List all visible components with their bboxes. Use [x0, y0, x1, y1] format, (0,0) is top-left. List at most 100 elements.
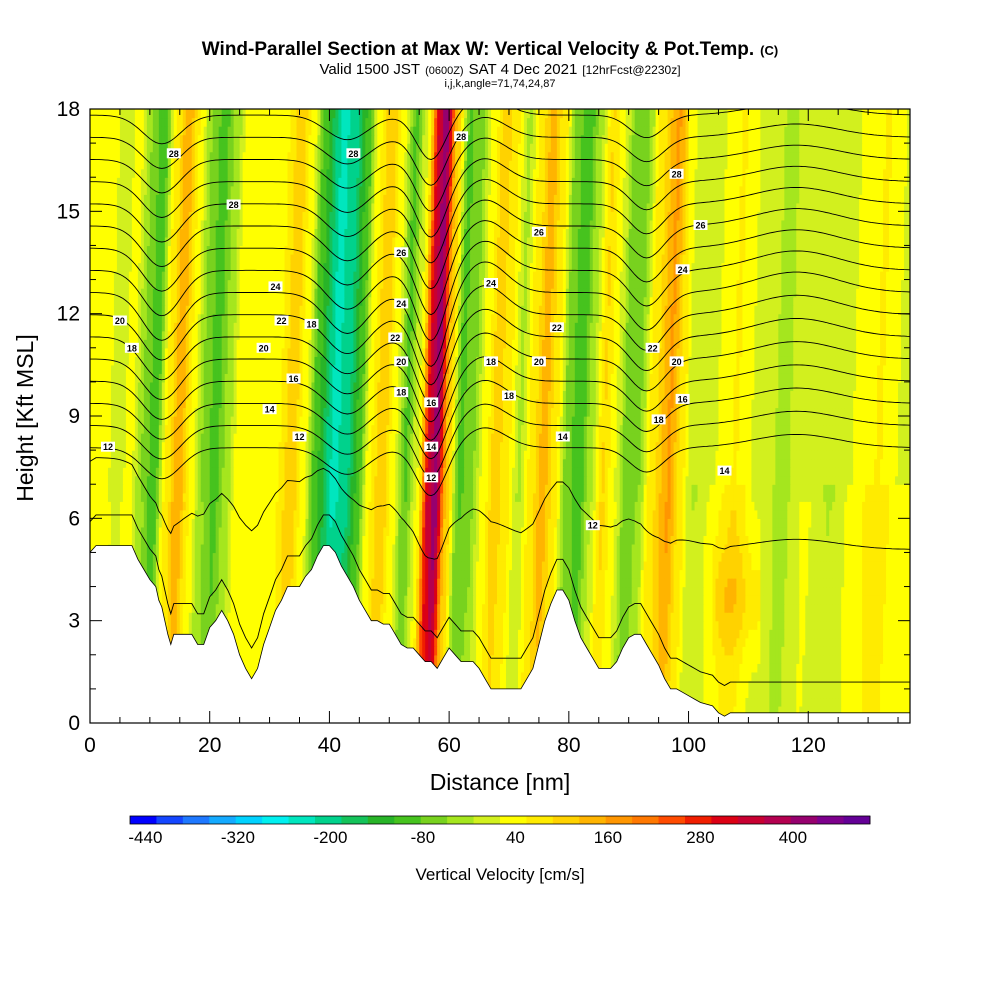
velocity-cell [823, 688, 827, 699]
velocity-cell [598, 654, 603, 664]
velocity-cell [703, 646, 708, 656]
velocity-cell [733, 654, 738, 664]
velocity-cell [898, 637, 902, 647]
velocity-cell [443, 637, 447, 647]
velocity-cell [685, 680, 690, 690]
velocity-cell [628, 586, 633, 596]
velocity-cell [829, 612, 833, 622]
velocity-cell [248, 620, 253, 630]
velocity-cell [173, 612, 178, 622]
velocity-cell [904, 680, 908, 690]
velocity-cell [700, 629, 705, 639]
velocity-cell [260, 637, 265, 647]
velocity-cell [721, 654, 726, 664]
velocity-cell [658, 603, 663, 613]
velocity-cell [532, 654, 537, 664]
velocity-cell [191, 595, 196, 605]
velocity-cell [428, 654, 432, 664]
velocity-cell [649, 629, 654, 639]
velocity-cell [500, 612, 504, 622]
velocity-cell [464, 654, 468, 664]
velocity-cell [715, 663, 720, 673]
velocity-cell [248, 612, 253, 622]
velocity-cell [898, 680, 902, 690]
velocity-cell [473, 603, 477, 613]
velocity-cell [374, 586, 378, 596]
velocity-cell [739, 595, 744, 605]
velocity-cell [805, 620, 809, 630]
velocity-cell [236, 637, 241, 647]
velocity-cell [835, 629, 839, 639]
velocity-cell [757, 680, 761, 690]
velocity-cell [808, 688, 812, 699]
velocity-cell [904, 629, 908, 639]
velocity-cell [458, 620, 462, 630]
velocity-cell [676, 663, 681, 673]
velocity-cell [784, 646, 788, 656]
velocity-cell [853, 612, 857, 622]
velocity-cell [838, 603, 842, 613]
velocity-cell [191, 603, 196, 613]
velocity-cell [790, 688, 794, 699]
velocity-cell [197, 637, 202, 647]
velocity-cell [224, 586, 229, 596]
velocity-cell [425, 586, 429, 596]
velocity-cell [796, 680, 800, 690]
velocity-cell [254, 612, 259, 622]
velocity-cell [784, 688, 788, 699]
velocity-cell [823, 680, 827, 690]
velocity-cell [748, 688, 752, 699]
velocity-cell [706, 629, 711, 639]
velocity-cell [514, 680, 519, 690]
velocity-cell [425, 646, 429, 656]
velocity-cell [733, 688, 738, 699]
velocity-cell [892, 595, 896, 605]
velocity-cell [871, 688, 875, 699]
velocity-cell [511, 612, 516, 622]
velocity-cell [712, 680, 717, 690]
velocity-cell [532, 637, 537, 647]
velocity-cell [209, 603, 214, 613]
velocity-cell [868, 603, 872, 613]
velocity-cell [862, 612, 866, 622]
velocity-cell [697, 595, 702, 605]
velocity-cell [835, 697, 839, 707]
velocity-cell [595, 612, 600, 622]
velocity-cell [464, 620, 468, 630]
velocity-cell [898, 688, 902, 699]
velocity-cell [805, 697, 809, 707]
velocity-cell [449, 620, 453, 630]
velocity-cell [886, 646, 890, 656]
velocity-cell [386, 603, 390, 613]
velocity-cell [847, 663, 851, 673]
velocity-cell [610, 595, 615, 605]
velocity-cell [434, 637, 438, 647]
velocity-cell [721, 688, 726, 699]
velocity-cell [598, 646, 603, 656]
velocity-cell [850, 671, 854, 681]
velocity-cell [709, 680, 714, 690]
velocity-cell [874, 603, 878, 613]
velocity-cell [452, 603, 456, 613]
velocity-cell [802, 629, 806, 639]
velocity-cell [709, 697, 714, 707]
velocity-cell [814, 595, 818, 605]
velocity-cell [775, 646, 779, 656]
velocity-cell [476, 654, 480, 664]
velocity-cell [868, 705, 872, 716]
velocity-cell [853, 595, 857, 605]
velocity-cell [410, 629, 414, 639]
velocity-cell [398, 603, 402, 613]
velocity-cell [505, 629, 510, 639]
velocity-cell [799, 663, 803, 673]
velocity-cell [823, 637, 827, 647]
velocity-cell [470, 646, 474, 656]
velocity-cell [526, 654, 531, 664]
velocity-cell [688, 595, 693, 605]
velocity-cell [479, 629, 483, 639]
velocity-cell [595, 646, 600, 656]
velocity-cell [847, 612, 851, 622]
velocity-cell [907, 603, 910, 613]
velocity-cell [553, 586, 558, 596]
velocity-cell [781, 620, 785, 630]
